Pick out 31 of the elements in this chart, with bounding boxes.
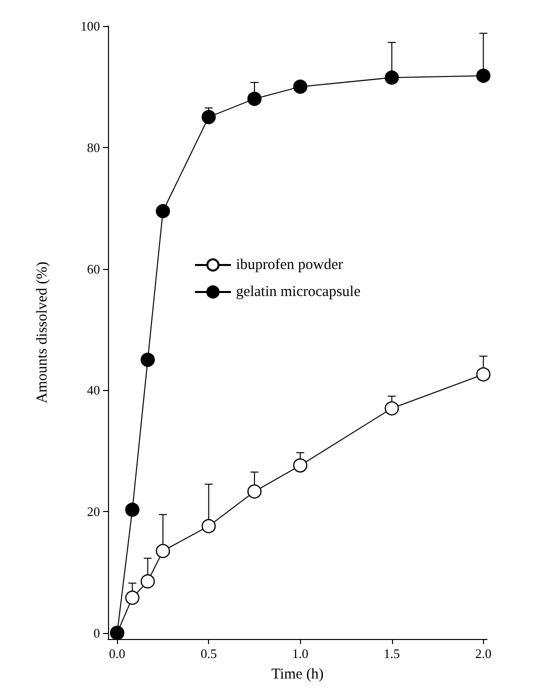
y-tick-label: 0 xyxy=(94,625,100,640)
y-axis-title: Amounts dissolved (%) xyxy=(34,262,50,404)
x-tick-label: 2.0 xyxy=(475,646,492,661)
point xyxy=(156,204,170,218)
point xyxy=(247,92,262,106)
point xyxy=(384,70,399,85)
point xyxy=(293,458,308,473)
point xyxy=(476,68,490,83)
x-tick-label: 0.5 xyxy=(200,646,217,661)
point xyxy=(125,590,140,605)
y-tick-label: 40 xyxy=(87,382,100,398)
x-tick-label: 1.0 xyxy=(292,646,308,661)
x-tick-label: 0.0 xyxy=(109,646,126,661)
point xyxy=(125,502,140,517)
point xyxy=(202,110,216,124)
x-tick-label: 1.5 xyxy=(384,646,400,661)
point xyxy=(476,367,490,382)
point xyxy=(156,544,170,558)
y-tick-label: 80 xyxy=(87,140,100,155)
x-axis-title: Time (h) xyxy=(271,666,324,682)
point xyxy=(293,80,308,94)
point xyxy=(247,484,262,499)
point xyxy=(384,401,399,416)
y-tick-label: 20 xyxy=(87,504,100,520)
legend-label: ibuprofen powder xyxy=(236,256,344,273)
point xyxy=(140,352,155,367)
y-tick-label: 100 xyxy=(80,18,100,34)
point xyxy=(140,574,155,588)
legend-label: gelatin microcapsule xyxy=(236,284,361,300)
y-tick-label: 60 xyxy=(87,261,100,276)
point xyxy=(202,519,216,534)
